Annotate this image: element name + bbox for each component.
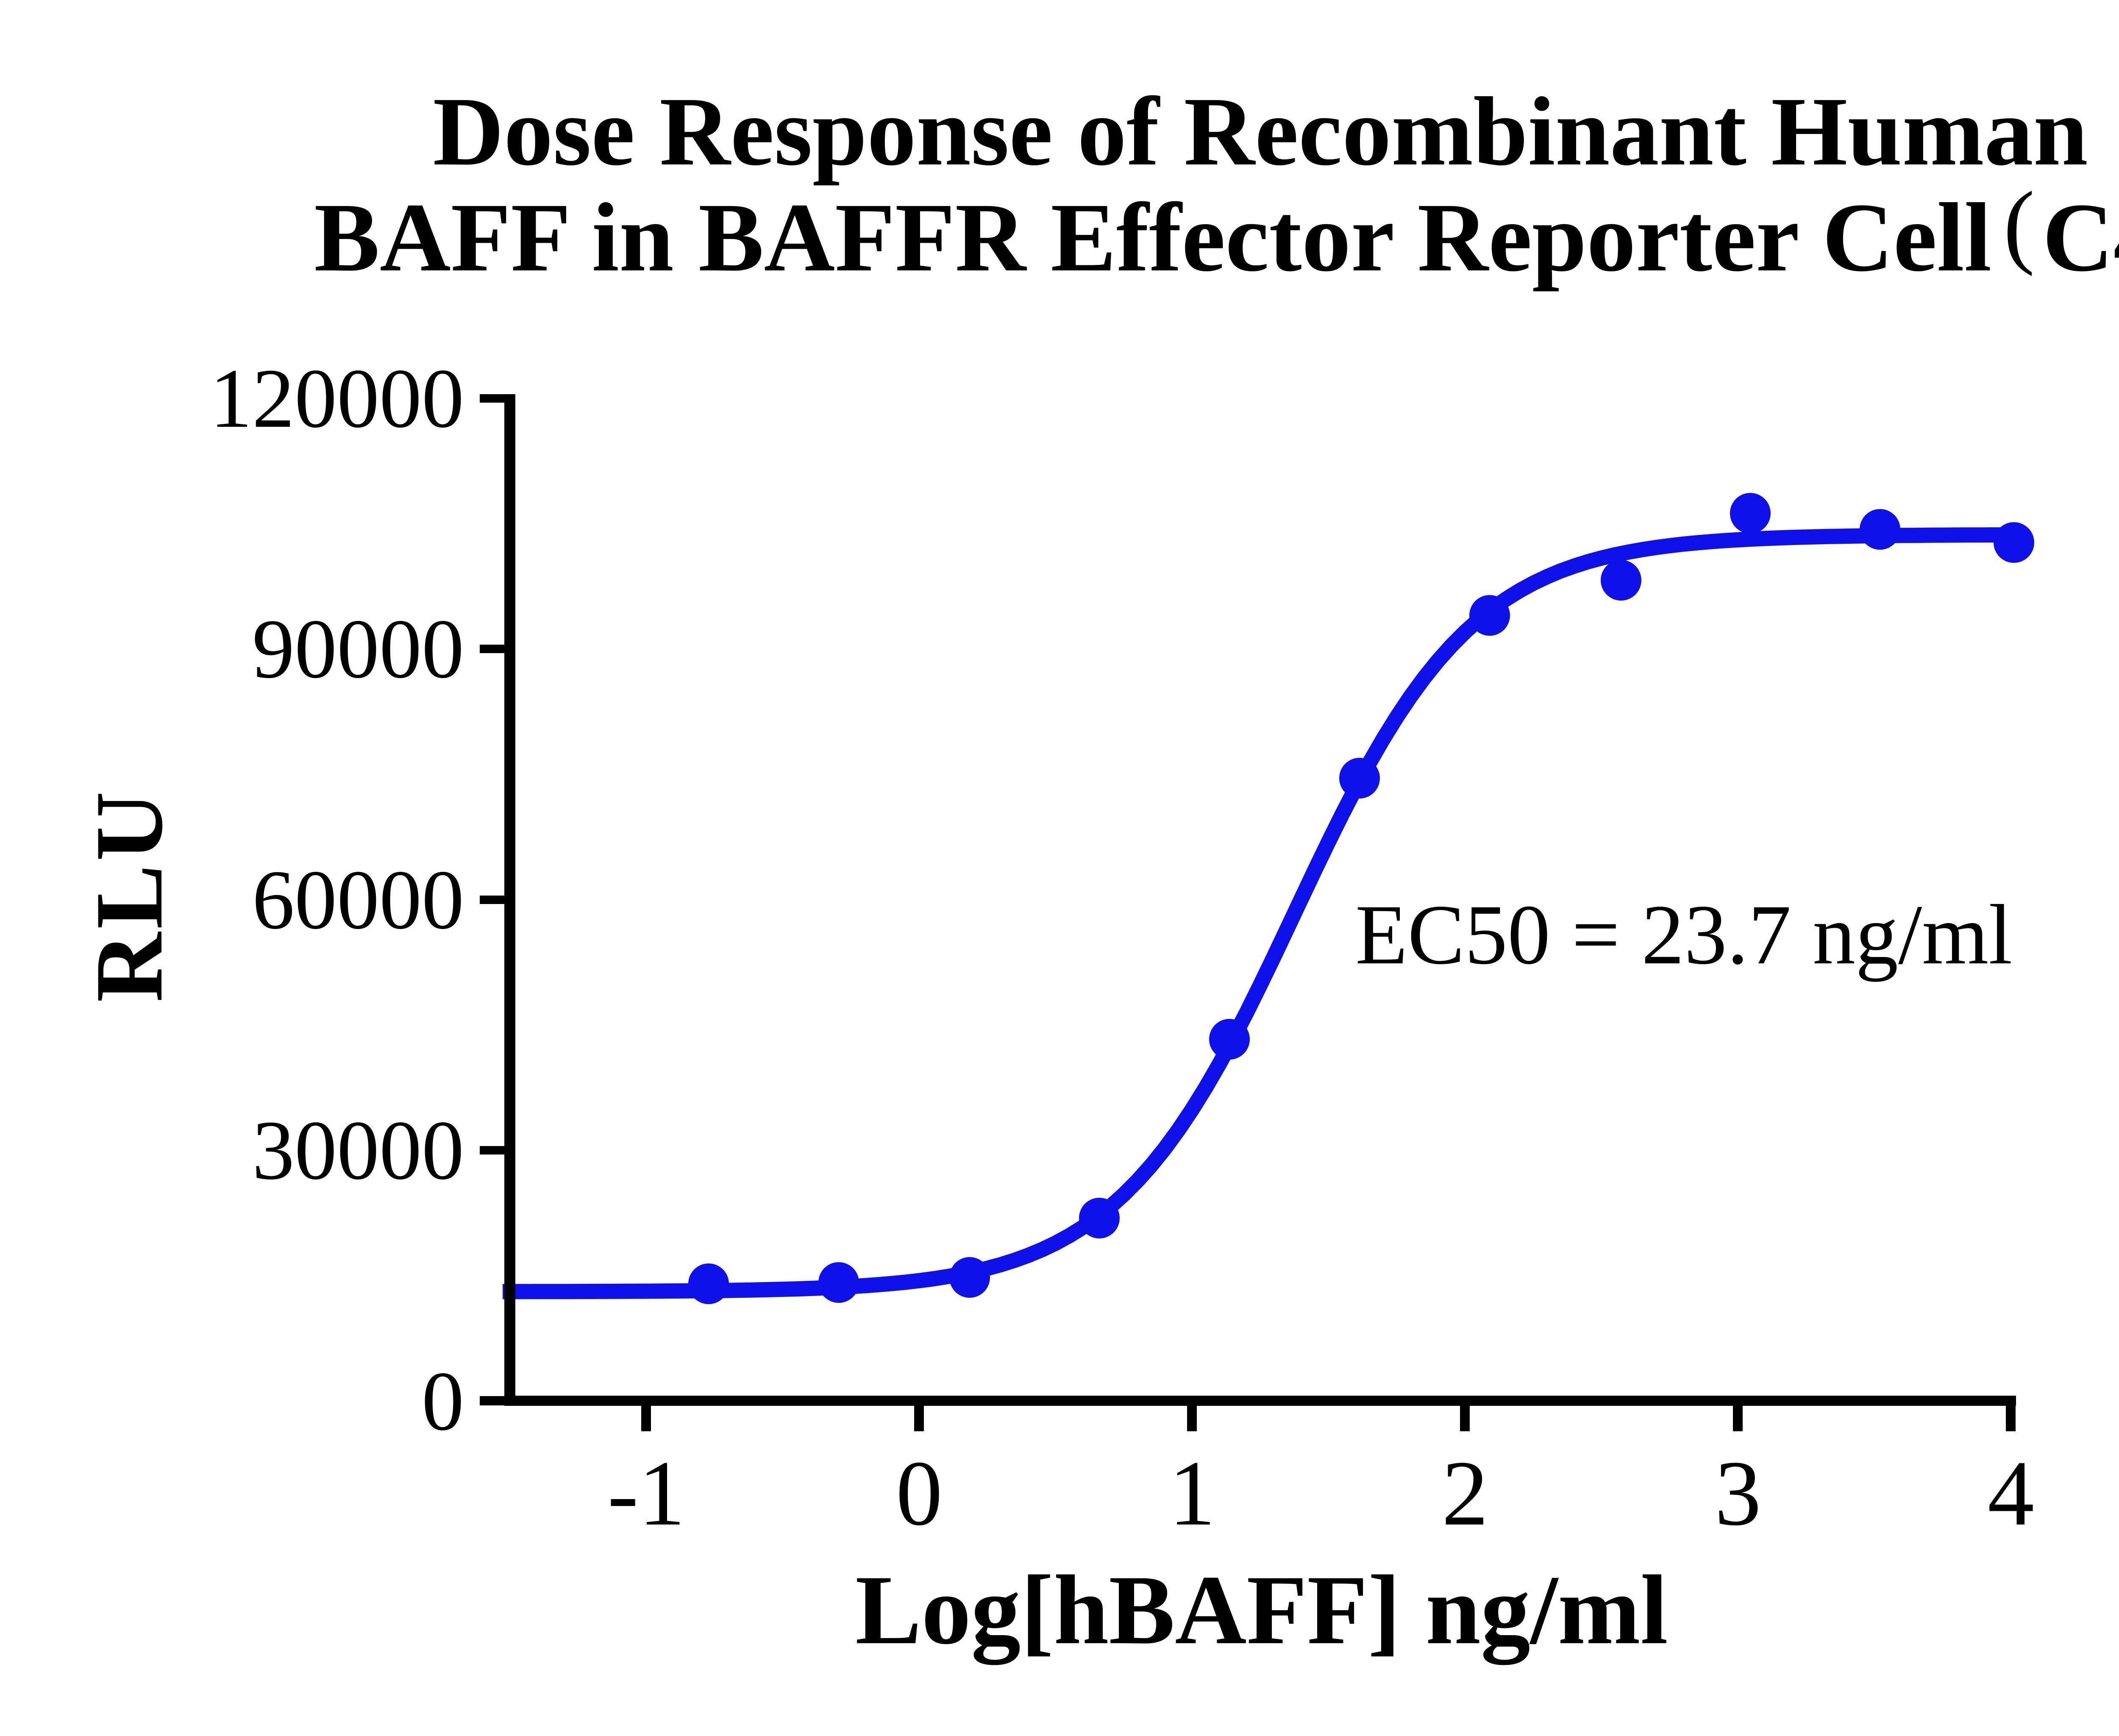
svg-text:1: 1 (1169, 1441, 1215, 1545)
svg-text:RLU: RLU (76, 788, 183, 1002)
svg-text:0: 0 (896, 1441, 943, 1545)
svg-text:Dose Response of Recombinant H: Dose Response of Recombinant Human (433, 77, 2088, 186)
svg-text:-1: -1 (607, 1441, 685, 1545)
svg-text:120000: 120000 (210, 352, 464, 445)
svg-text:4: 4 (1988, 1441, 2034, 1545)
svg-text:Log[hBAFF] ng/ml: Log[hBAFF] ng/ml (855, 1555, 1668, 1665)
svg-text:60000: 60000 (252, 853, 464, 947)
svg-text:30000: 30000 (252, 1104, 464, 1197)
svg-text:2: 2 (1442, 1441, 1488, 1545)
svg-text:90000: 90000 (252, 602, 464, 696)
svg-text:0: 0 (422, 1355, 464, 1448)
svg-text:EC50 = 23.7 ng/ml: EC50 = 23.7 ng/ml (1355, 887, 2012, 982)
svg-text:3: 3 (1715, 1441, 1761, 1545)
svg-text:BAFF in BAFFR Effector Reporte: BAFF in BAFFR Effector Reporter Cell(C4) (314, 172, 2119, 292)
